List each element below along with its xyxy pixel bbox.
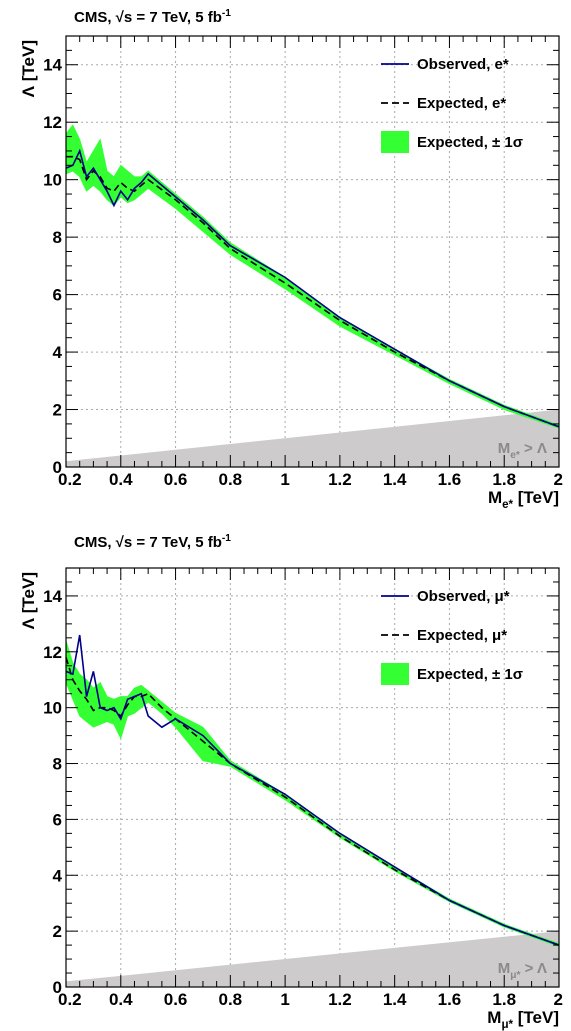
y-tick-label: 4: [53, 343, 63, 362]
y-tick-label: 14: [43, 587, 62, 606]
y-tick-label: 2: [53, 401, 62, 420]
x-tick-label: 1.8: [492, 990, 516, 1009]
x-tick-label: 1.6: [438, 470, 462, 489]
x-tick-label: 0.6: [164, 470, 188, 489]
legend-band-label: Expected, ± 1σ: [417, 666, 523, 683]
y-tick-label: 8: [53, 228, 62, 247]
x-tick-label: 1.2: [328, 990, 352, 1009]
legend-expected-label: Expected, μ*: [417, 627, 507, 644]
x-tick-label: 0.6: [164, 990, 188, 1009]
x-tick-label: 0.8: [219, 470, 243, 489]
x-tick-label: 1.8: [492, 470, 516, 489]
chart-header: CMS, √s = 7 TeV, 5 fb-1: [74, 533, 231, 551]
y-axis-title: Λ [TeV]: [19, 40, 38, 97]
y-tick-label: 0: [53, 458, 62, 477]
x-tick-label: 1.2: [328, 470, 352, 489]
y-tick-label: 12: [43, 113, 62, 132]
x-tick-label: 0.4: [109, 990, 133, 1009]
y-axis-title: Λ [TeV]: [19, 572, 38, 629]
excluded-region: [66, 931, 559, 987]
x-tick-label: 0.8: [219, 990, 243, 1009]
excluded-region: [66, 409, 559, 467]
y-tick-label: 10: [43, 699, 62, 718]
y-tick-label: 2: [53, 922, 62, 941]
legend-band-swatch: [381, 131, 409, 153]
y-tick-label: 12: [43, 643, 62, 662]
x-tick-label: 1: [280, 990, 289, 1009]
x-axis-title: Mμ* [TeV]: [487, 1008, 559, 1031]
legend-band-label: Expected, ± 1σ: [417, 134, 523, 151]
y-tick-label: 4: [53, 866, 63, 885]
legend: Observed, e* Expected, e* Expected, ± 1σ: [381, 56, 523, 153]
x-tick-label: 1: [280, 470, 289, 489]
legend-observed-label: Observed, μ*: [417, 588, 510, 605]
y-tick-label: 10: [43, 171, 62, 190]
y-tick-label: 8: [53, 755, 62, 774]
legend-observed-label: Observed, e*: [417, 56, 509, 73]
observed-line: [65, 148, 560, 428]
y-tick-label: 14: [43, 56, 62, 75]
y-tick-label: 6: [53, 286, 62, 305]
chart-header: CMS, √s = 7 TeV, 5 fb-1: [74, 8, 231, 26]
y-tick-label: 6: [53, 810, 62, 829]
observed-line: [65, 634, 560, 946]
legend-expected-label: Expected, e*: [417, 95, 506, 112]
exclusion-label: Mμ* > Λ: [498, 960, 547, 981]
x-tick-label: 0.2: [58, 470, 82, 489]
legend: Observed, μ* Expected, μ* Expected, ± 1σ: [381, 588, 523, 685]
plot-area: [66, 568, 559, 987]
chart-panel-electron: 0 2 4 6 8 10 12 14 0.2 0.4 0.6 0.8 1 1.2 1.4 1.6 1.8 2 Λ […: [19, 8, 563, 511]
legend-band-swatch: [381, 663, 409, 685]
expected-line: [65, 657, 560, 946]
x-tick-label: 1.6: [438, 990, 462, 1009]
x-tick-label: 1.4: [383, 990, 407, 1009]
expected-line: [66, 155, 560, 428]
x-tick-label: 2: [554, 470, 563, 489]
y-tick-label: 0: [53, 978, 62, 997]
x-axis-title: Me* [TeV]: [488, 488, 559, 511]
x-tick-label: 0.4: [109, 470, 133, 489]
x-tick-label: 2: [554, 990, 563, 1009]
chart-panel-muon: 0 2 4 6 8 10 12 14 0.2 0.4 0.6 0.8 1 1.2 1.4 1.6 1.8 2 Λ […: [19, 533, 563, 1031]
x-tick-label: 1.4: [383, 470, 407, 489]
x-tick-label: 0.2: [58, 990, 82, 1009]
exclusion-label: Me* > Λ: [498, 440, 547, 461]
